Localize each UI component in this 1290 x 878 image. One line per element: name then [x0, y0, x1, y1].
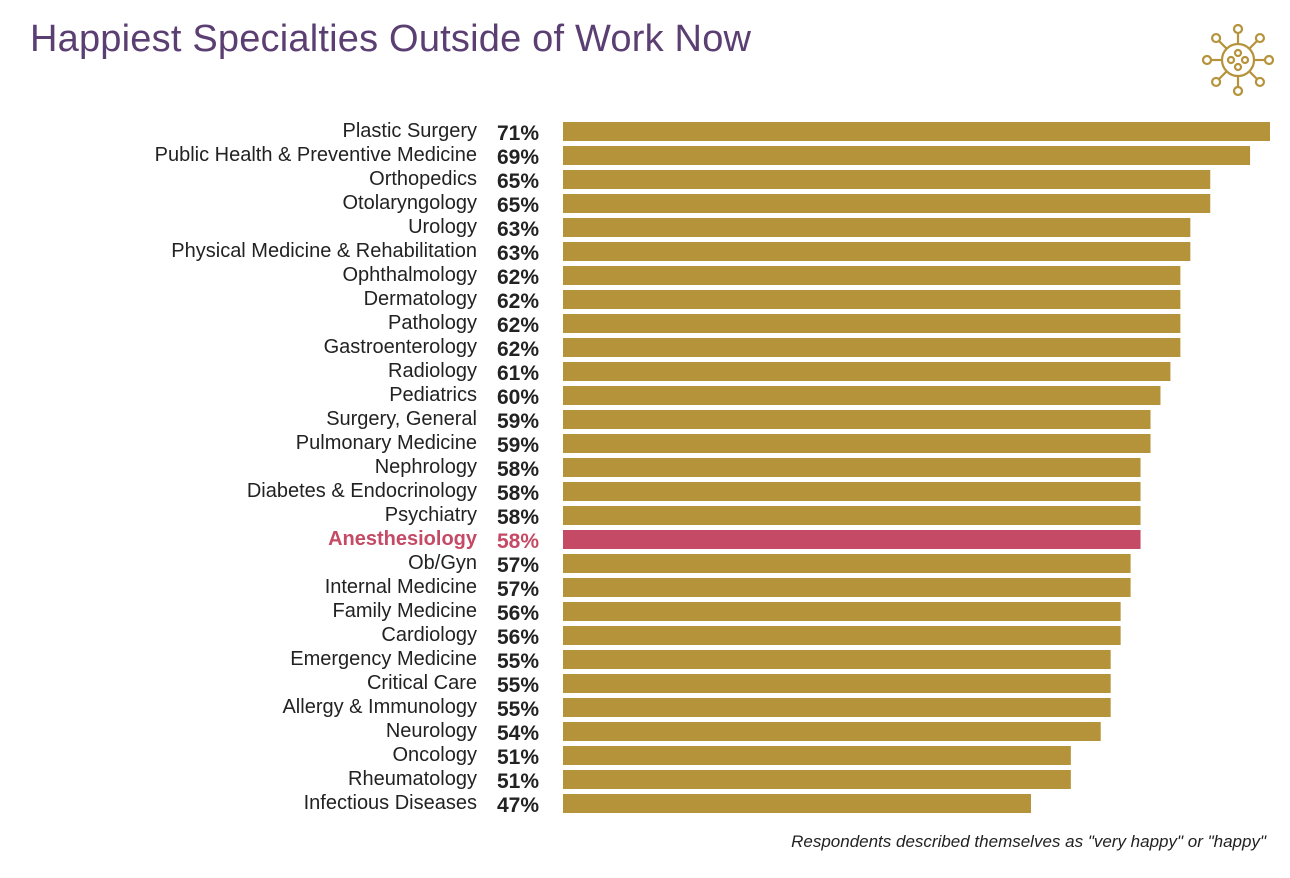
category-label: Ob/Gyn	[408, 552, 477, 574]
category-label: Cardiology	[381, 624, 477, 646]
category-label: Family Medicine	[333, 600, 477, 622]
value-label: 65%	[497, 194, 539, 217]
bar	[563, 602, 1121, 621]
category-label: Pediatrics	[389, 384, 477, 406]
value-label: 62%	[497, 338, 539, 361]
category-label: Rheumatology	[348, 768, 477, 790]
category-label: Orthopedics	[369, 168, 477, 190]
value-label: 57%	[497, 554, 539, 577]
bar-chart: Plastic Surgery 71% Public Health & Preven…	[155, 120, 1270, 817]
bar	[563, 650, 1111, 669]
category-label: Pathology	[388, 312, 477, 334]
value-label: 63%	[497, 242, 539, 265]
bar	[563, 146, 1251, 165]
bar	[563, 218, 1191, 237]
value-label: 55%	[497, 650, 539, 673]
bar	[563, 794, 1032, 813]
category-label: Nephrology	[375, 456, 477, 478]
value-label: 65%	[497, 170, 539, 193]
bar	[563, 386, 1161, 405]
value-label: 51%	[497, 746, 539, 769]
category-label: Ophthalmology	[342, 264, 477, 286]
bar	[563, 434, 1151, 453]
bar	[563, 266, 1181, 285]
category-label: Anesthesiology	[328, 528, 478, 550]
value-label: 69%	[497, 146, 539, 169]
bar	[563, 482, 1141, 501]
bar	[563, 626, 1121, 645]
bar	[563, 458, 1141, 477]
category-label: Pulmonary Medicine	[296, 432, 477, 454]
value-label: 54%	[497, 722, 539, 745]
category-label: Critical Care	[367, 672, 477, 694]
category-label: Gastroenterology	[324, 336, 477, 358]
value-label: 56%	[497, 626, 539, 649]
value-label: 62%	[497, 314, 539, 337]
value-label: 58%	[497, 458, 539, 481]
value-label: 71%	[497, 122, 539, 145]
bar	[563, 746, 1071, 765]
category-label: Oncology	[393, 744, 478, 766]
bar	[563, 770, 1071, 789]
value-label: 59%	[497, 434, 539, 457]
virus-icon	[1201, 23, 1275, 97]
category-label: Urology	[408, 216, 477, 238]
value-label: 57%	[497, 578, 539, 601]
value-label: 58%	[497, 530, 539, 553]
category-label: Surgery, General	[326, 408, 477, 430]
category-label: Otolaryngology	[342, 192, 477, 214]
bar	[563, 698, 1111, 717]
category-label: Infectious Diseases	[304, 792, 477, 814]
value-label: 47%	[497, 794, 539, 817]
bar	[563, 506, 1141, 525]
bar	[563, 674, 1111, 693]
chart-note: Respondents described themselves as "ver…	[791, 832, 1266, 851]
value-label: 56%	[497, 602, 539, 625]
bar	[563, 338, 1181, 357]
value-label: 51%	[497, 770, 539, 793]
value-label: 59%	[497, 410, 539, 433]
bar	[563, 554, 1131, 573]
bar	[563, 122, 1270, 141]
category-label: Emergency Medicine	[290, 648, 477, 670]
category-label: Plastic Surgery	[343, 120, 478, 142]
value-label: 63%	[497, 218, 539, 241]
bar	[563, 314, 1181, 333]
bar	[563, 410, 1151, 429]
bar	[563, 578, 1131, 597]
bar	[563, 362, 1171, 381]
chart-title: Happiest Specialties Outside of Work Now	[30, 18, 752, 60]
category-label: Dermatology	[364, 288, 477, 310]
value-label: 60%	[497, 386, 539, 409]
value-label: 58%	[497, 506, 539, 529]
value-label: 55%	[497, 674, 539, 697]
bar	[563, 290, 1181, 309]
value-label: 62%	[497, 266, 539, 289]
category-label: Public Health & Preventive Medicine	[155, 144, 477, 166]
bar	[563, 242, 1191, 261]
category-label: Allergy & Immunology	[282, 696, 477, 718]
bar	[563, 530, 1141, 549]
value-label: 58%	[497, 482, 539, 505]
value-label: 62%	[497, 290, 539, 313]
category-label: Physical Medicine & Rehabilitation	[171, 240, 477, 262]
value-label: 55%	[497, 698, 539, 721]
category-label: Radiology	[388, 360, 477, 382]
category-label: Psychiatry	[385, 504, 477, 526]
category-label: Diabetes & Endocrinology	[247, 480, 477, 502]
category-label: Internal Medicine	[325, 576, 477, 598]
bar	[563, 194, 1211, 213]
bar	[563, 722, 1101, 741]
value-label: 61%	[497, 362, 539, 385]
category-label: Neurology	[386, 720, 477, 742]
bar	[563, 170, 1211, 189]
